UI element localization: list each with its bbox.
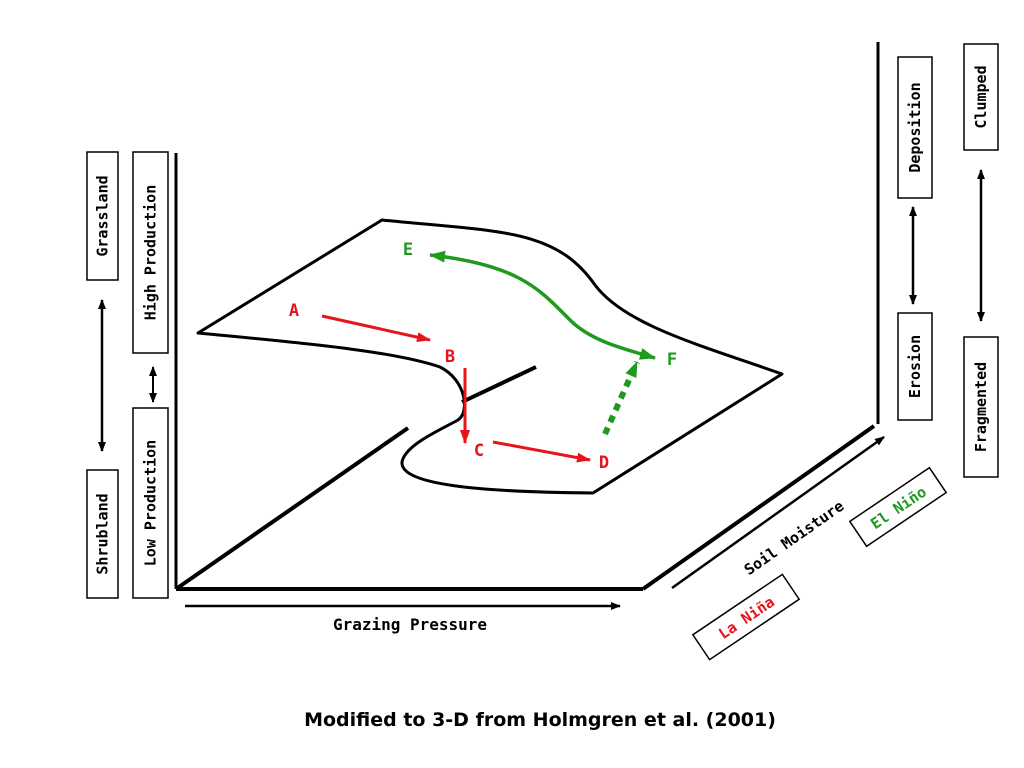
erosion-box: Erosion [897,312,933,421]
state-f-label: F [667,350,677,370]
shrubland-box: Shrubland [86,469,119,599]
low-production-box: Low Production [132,407,169,599]
deposition-box: Deposition [897,56,933,199]
state-d-label: D [599,453,609,473]
clumped-box: Clumped [963,43,999,151]
grazing-pressure-label: Grazing Pressure [333,615,487,634]
state-c-label: C [474,441,484,461]
base-back-middle-edge [461,365,537,404]
grassland-box: Grassland [86,151,119,281]
caption: Modified to 3-D from Holmgren et al. (20… [304,709,776,731]
el-nino-box: El Niño [848,466,948,548]
transition-c-d-arrow [492,440,591,463]
fragmented-box: Fragmented [963,336,999,478]
soil-moisture-arrow [671,435,885,590]
transition-d-f-dashed-arrow [602,360,640,436]
state-b-label: B [445,347,455,367]
base-back-left-edge [174,426,410,591]
low-production-label: Low Production [142,440,160,566]
state-e-label: E [403,240,413,260]
deposition-label: Deposition [906,82,924,172]
high-production-box: High Production [132,151,169,354]
folded-surface [196,218,784,495]
high-production-label: High Production [142,185,160,320]
clumped-label: Clumped [972,65,990,128]
base-right-edge [641,424,876,591]
la-nina-box: La Niña [691,573,801,661]
transition-a-b-arrow [321,314,431,343]
transition-e-f-curve [429,250,656,360]
shrubland-label: Shrubland [94,493,112,574]
grassland-label: Grassland [94,175,112,256]
erosion-label: Erosion [906,335,924,398]
fragmented-label: Fragmented [972,362,990,452]
state-a-label: A [289,301,299,321]
